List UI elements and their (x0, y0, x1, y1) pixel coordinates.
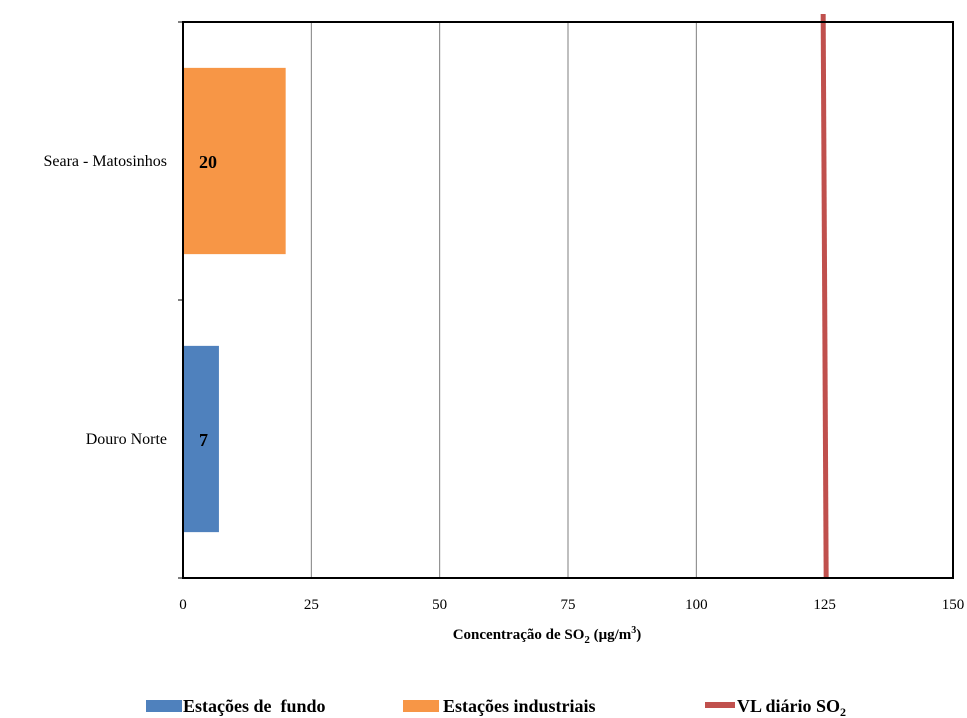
x-axis-title: Concentração de SO2 (μg/m3) (453, 625, 642, 646)
x-tick-label-25: 25 (304, 597, 319, 613)
x-tick-label-100: 100 (685, 597, 708, 613)
x-tick-label-75: 75 (561, 597, 576, 613)
x-tick-label-125: 125 (813, 597, 836, 613)
legend-label-estacoes-de-fundo: Estações de fundo (183, 696, 326, 716)
bars (183, 67, 286, 533)
legend: Estações de fundo Estações industriais V… (146, 696, 846, 718)
legend-swatch-estacoes-industriais (403, 700, 439, 712)
legend-item-estacoes-industriais[interactable]: Estações industriais (403, 696, 596, 716)
reference-line-vl-diario (820, 13, 829, 579)
legend-item-estacoes-de-fundo[interactable]: Estações de fundo (146, 696, 326, 716)
data-label-seara-matosinhos: 20 (199, 152, 217, 172)
bar-douro-norte[interactable] (183, 345, 219, 533)
legend-swatch-vl-diario (705, 702, 735, 708)
x-tick-label-50: 50 (432, 597, 447, 613)
axes: 0 25 50 75 100 125 150 Douro Norte Seara - Matos… (43, 21, 965, 613)
category-label-douro-norte: Douro Norte (86, 431, 167, 448)
category-label-seara-matosinhos: Seara - Matosinhos (43, 153, 167, 170)
legend-item-vl-diario[interactable]: VL diário SO2 (705, 696, 846, 718)
data-label-douro-norte: 7 (199, 430, 208, 450)
bar-seara-matosinhos[interactable] (183, 67, 286, 255)
x-tick-label-150: 150 (942, 597, 965, 613)
data-labels: 7 20 (199, 152, 217, 450)
legend-label-estacoes-industriais: Estações industriais (443, 696, 596, 716)
x-tick-label-0: 0 (179, 597, 187, 613)
legend-swatch-estacoes-de-fundo (146, 700, 182, 712)
gridlines (310, 22, 826, 578)
legend-label-vl-diario: VL diário SO2 (737, 696, 846, 718)
reference-line-group (820, 13, 829, 579)
